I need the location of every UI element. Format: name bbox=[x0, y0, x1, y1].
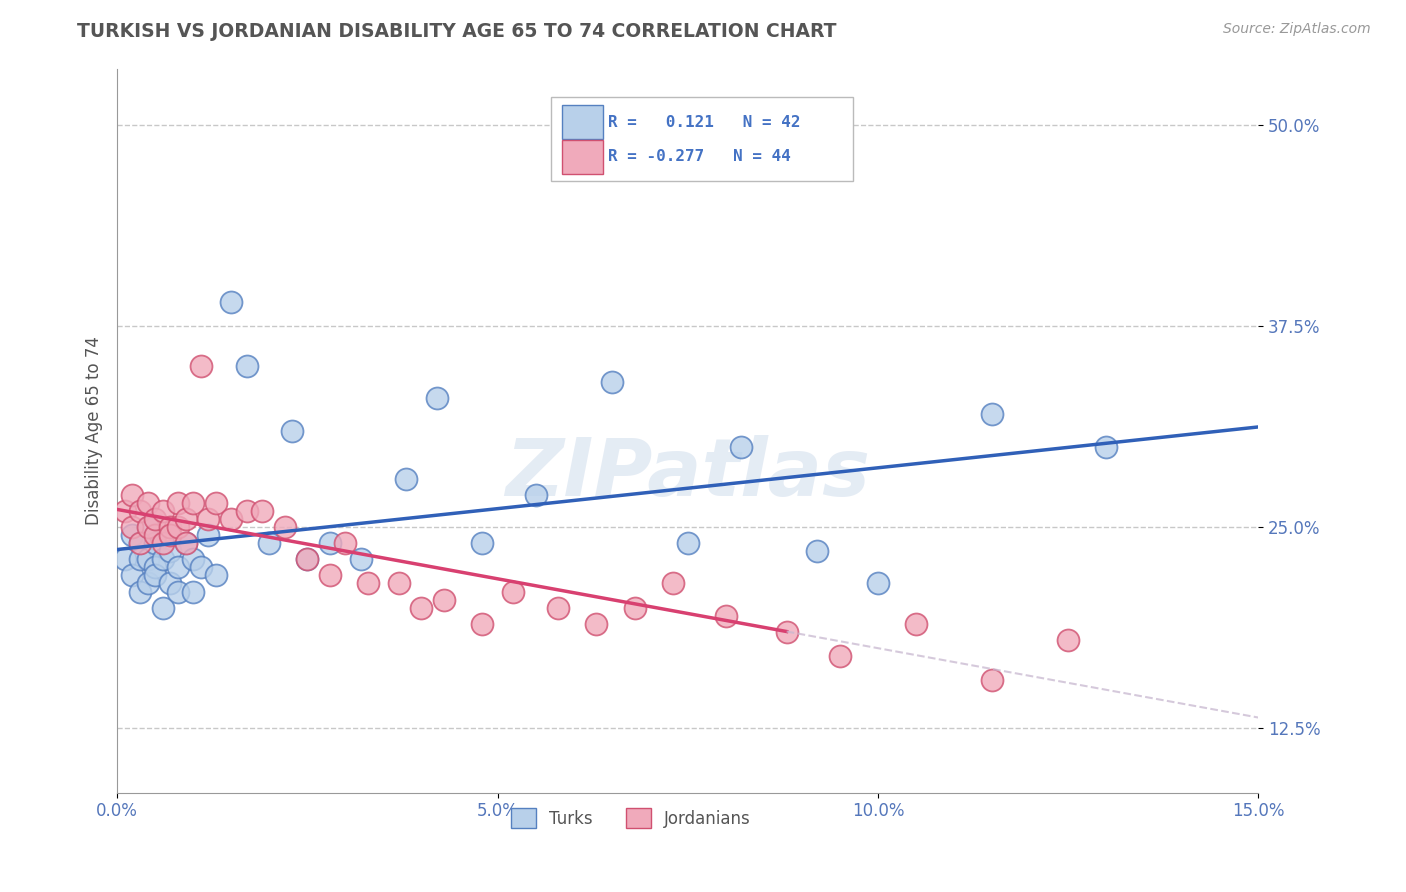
Point bbox=[502, 584, 524, 599]
Point bbox=[319, 568, 342, 582]
Point bbox=[904, 616, 927, 631]
Point bbox=[776, 624, 799, 639]
Point bbox=[433, 592, 456, 607]
Point bbox=[273, 520, 295, 534]
Point bbox=[152, 504, 174, 518]
Text: ZIPatlas: ZIPatlas bbox=[505, 435, 870, 513]
Point bbox=[129, 552, 152, 566]
Text: Source: ZipAtlas.com: Source: ZipAtlas.com bbox=[1223, 22, 1371, 37]
Point bbox=[197, 512, 219, 526]
Point bbox=[159, 528, 181, 542]
Point bbox=[1095, 440, 1118, 454]
Point bbox=[152, 552, 174, 566]
Point bbox=[159, 576, 181, 591]
FancyBboxPatch shape bbox=[551, 97, 853, 181]
Point bbox=[181, 496, 204, 510]
Point bbox=[235, 359, 257, 374]
Point bbox=[335, 536, 357, 550]
Point bbox=[121, 568, 143, 582]
Point bbox=[114, 504, 136, 518]
Point bbox=[297, 552, 319, 566]
Point bbox=[388, 576, 411, 591]
Point bbox=[250, 504, 273, 518]
Point bbox=[828, 648, 851, 663]
Text: R =   0.121   N = 42: R = 0.121 N = 42 bbox=[607, 114, 800, 129]
Point bbox=[136, 520, 159, 534]
Point bbox=[547, 600, 569, 615]
Point bbox=[143, 568, 166, 582]
Point bbox=[143, 536, 166, 550]
Point bbox=[143, 528, 166, 542]
Y-axis label: Disability Age 65 to 74: Disability Age 65 to 74 bbox=[86, 336, 103, 525]
Point bbox=[174, 536, 197, 550]
Point bbox=[181, 552, 204, 566]
Point bbox=[190, 359, 212, 374]
Point bbox=[167, 520, 190, 534]
Point bbox=[181, 584, 204, 599]
Point bbox=[152, 536, 174, 550]
Point bbox=[114, 552, 136, 566]
Point bbox=[585, 616, 607, 631]
Point bbox=[221, 512, 243, 526]
Point bbox=[152, 600, 174, 615]
Point bbox=[159, 544, 181, 558]
Point bbox=[121, 520, 143, 534]
Legend: Turks, Jordanians: Turks, Jordanians bbox=[503, 801, 758, 835]
Point bbox=[129, 584, 152, 599]
Point bbox=[259, 536, 281, 550]
Point bbox=[714, 608, 737, 623]
Point bbox=[806, 544, 828, 558]
Point bbox=[205, 568, 228, 582]
Point bbox=[205, 496, 228, 510]
Point bbox=[121, 528, 143, 542]
Point bbox=[129, 536, 152, 550]
Point bbox=[981, 408, 1004, 422]
Point bbox=[981, 673, 1004, 687]
Point bbox=[221, 294, 243, 309]
Point bbox=[129, 504, 152, 518]
Point bbox=[190, 560, 212, 574]
Point bbox=[235, 504, 257, 518]
Point bbox=[197, 528, 219, 542]
Point bbox=[471, 536, 494, 550]
Point bbox=[121, 488, 143, 502]
Point bbox=[676, 536, 699, 550]
Text: TURKISH VS JORDANIAN DISABILITY AGE 65 TO 74 CORRELATION CHART: TURKISH VS JORDANIAN DISABILITY AGE 65 T… bbox=[77, 22, 837, 41]
Point bbox=[143, 560, 166, 574]
Point bbox=[174, 512, 197, 526]
Text: R = -0.277   N = 44: R = -0.277 N = 44 bbox=[607, 149, 790, 164]
Point bbox=[174, 536, 197, 550]
Point bbox=[136, 552, 159, 566]
Point bbox=[143, 512, 166, 526]
Point bbox=[623, 600, 645, 615]
Point bbox=[1057, 632, 1080, 647]
Point bbox=[136, 520, 159, 534]
Point bbox=[426, 392, 449, 406]
Point bbox=[600, 376, 623, 390]
Point bbox=[319, 536, 342, 550]
Point bbox=[730, 440, 752, 454]
Point bbox=[411, 600, 433, 615]
Point bbox=[167, 584, 190, 599]
Point bbox=[395, 472, 418, 486]
Point bbox=[159, 520, 181, 534]
FancyBboxPatch shape bbox=[562, 105, 603, 139]
Point bbox=[471, 616, 494, 631]
Point bbox=[524, 488, 547, 502]
Point bbox=[136, 576, 159, 591]
Point bbox=[129, 536, 152, 550]
Point bbox=[661, 576, 683, 591]
Point bbox=[281, 424, 304, 438]
Point bbox=[167, 560, 190, 574]
Point bbox=[167, 496, 190, 510]
Point bbox=[136, 496, 159, 510]
Point bbox=[297, 552, 319, 566]
FancyBboxPatch shape bbox=[562, 140, 603, 174]
Point bbox=[866, 576, 889, 591]
Point bbox=[357, 576, 380, 591]
Point bbox=[349, 552, 371, 566]
